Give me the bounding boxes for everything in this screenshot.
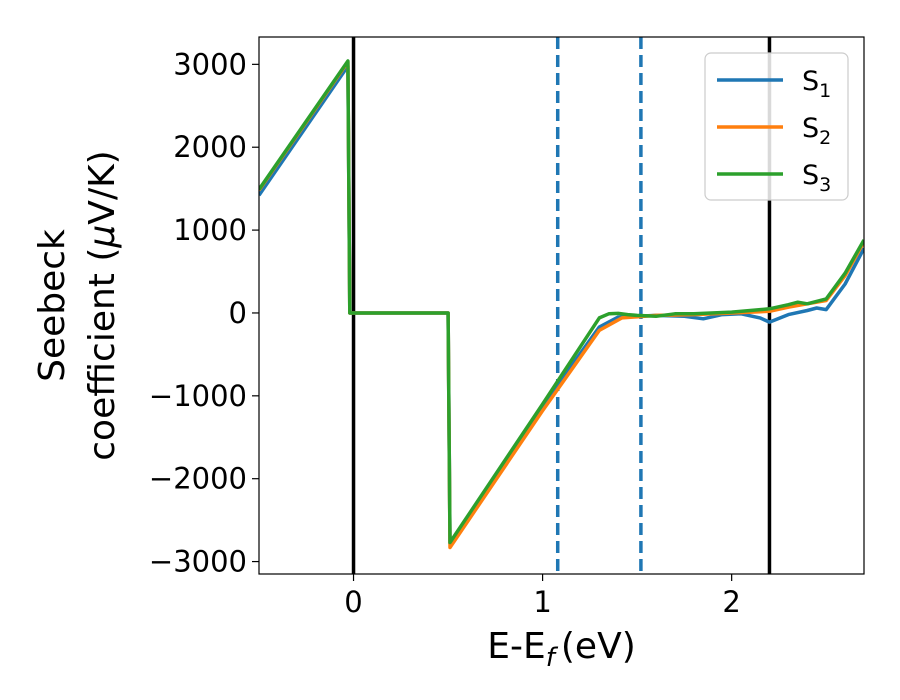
y-tick-label-2: 1000 [173,213,247,247]
y-axis-label-text: coefficient ( [82,248,123,461]
x-axis-label-unit: (eV) [561,626,636,667]
y-tick-label-5: −2000 [149,462,247,496]
x-axis-label: E-Ef (eV) [487,626,636,673]
y-tick-label-1: 2000 [173,130,247,164]
series-layer [259,59,864,550]
legend-label-2: S2 [802,113,831,149]
x-axis-label-main: E-E [487,626,545,667]
y-axis-label-unit: V/K) [82,150,123,224]
y-axis-label: Seebeck coefficient (μV/K) [32,150,123,460]
legend: S1 S2 S3 [704,52,849,201]
y-axis-label-line2: coefficient (μV/K) [82,150,123,460]
x-tick-label-1: 1 [533,585,551,619]
legend-label-3: S3 [802,160,831,196]
y-tick-label-3: 0 [229,296,247,330]
x-tick-label-0: 0 [344,585,362,619]
y-tick-label-4: −1000 [149,379,247,413]
x-tick-label-2: 2 [722,585,740,619]
y-axis-label-mu: μ [82,225,123,249]
legend-label-1: S1 [802,66,831,102]
x-axis-label-sub: f [546,643,559,673]
plot-frame [258,36,865,575]
axis-ticks: 0 1 2 3000 2000 1000 0 −1000 −2000 −3000 [149,47,741,619]
series-line-3 [259,59,864,545]
y-axis-label-line1: Seebeck [32,229,73,382]
y-tick-label-0: 3000 [173,47,247,81]
y-tick-label-6: −3000 [149,545,247,579]
